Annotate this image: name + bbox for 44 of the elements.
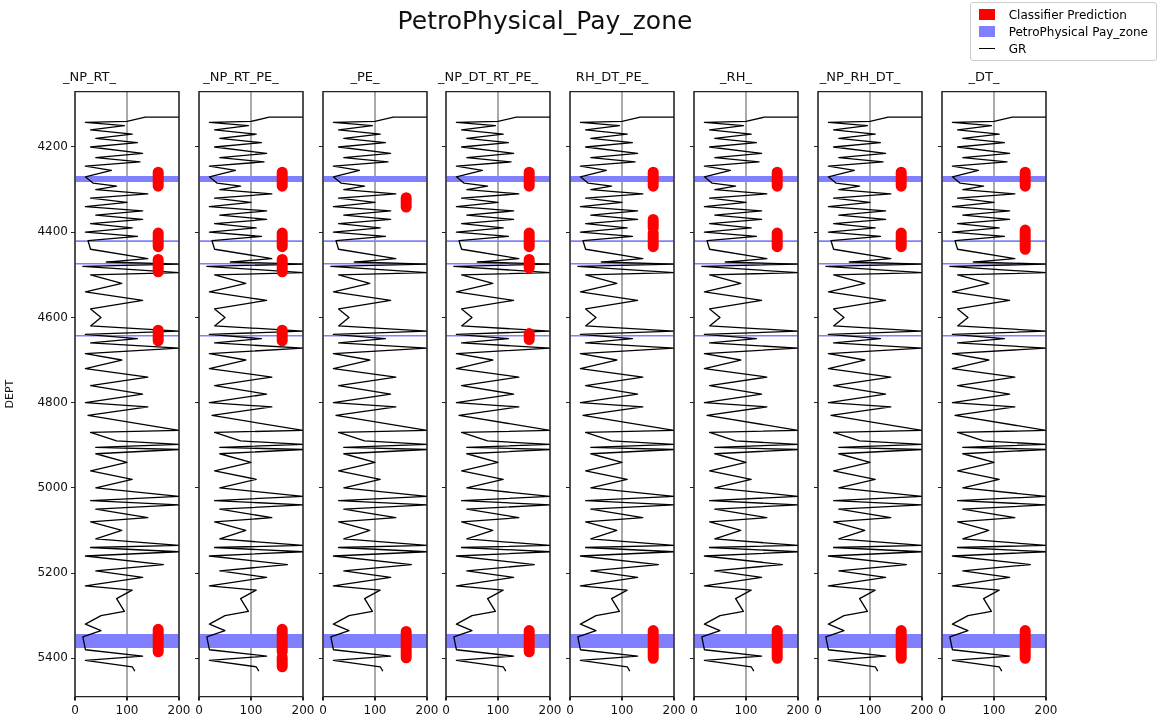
y-tick-label: 4800 [37,394,68,409]
x-tick-label: 100 [610,702,634,717]
x-tick-label: 0 [566,702,575,717]
x-tick-label: 100 [486,702,510,717]
y-axis-title: DEPT [3,379,17,409]
x-tick-label: 200 [910,702,934,717]
x-tick-label: 100 [982,702,1006,717]
x-tick-label: 0 [71,702,79,717]
y-tick-label: 5400 [37,650,68,665]
x-tick-label: 100 [734,702,758,717]
x-tick-label: 100 [363,702,387,717]
y-tick-label: 5200 [37,565,68,580]
chart-title: _NP_RH_DT_ [818,69,901,85]
x-tick-label: 100 [858,702,882,717]
x-tick-label: 0 [937,702,946,717]
x-tick-label: 0 [318,702,327,717]
x-tick-label: 0 [690,702,698,717]
x-tick-label: 0 [813,702,822,717]
y-tick-label: 5000 [37,479,68,494]
y-tick-label: 4600 [37,309,68,324]
chart-title: RH_DT_PE_ [576,69,649,85]
x-tick-label: 200 [662,702,686,717]
x-tick-label: 0 [194,702,203,717]
chart-title: _RH_ [719,69,753,85]
chart-title: _PE_ [349,69,380,85]
x-tick-label: 200 [167,702,191,717]
x-tick-label: 100 [115,702,139,717]
chart-title: _NP_RT_ [61,69,117,85]
x-tick-label: 200 [415,702,439,717]
x-tick-label: 200 [1034,702,1058,717]
chart-title: _DT_ [967,69,1000,85]
text: PetroPhysical_Pay_zone [397,6,693,35]
y-tick-label: 4200 [37,139,68,154]
x-tick-label: 200 [538,702,562,717]
x-tick-label: 200 [291,702,315,717]
legend-label: PetroPhysical Pay_zone [1008,24,1148,39]
chart-title: _NP_RT_PE_ [201,69,280,85]
x-tick-label: 100 [239,702,263,717]
legend-label: Classifier Prediction [1008,7,1127,22]
x-tick-label: 200 [786,702,810,717]
x-tick-label: 0 [442,702,451,717]
y-tick-label: 4400 [37,224,68,239]
legend-label: GR [1008,41,1027,56]
chart-title: _NP_DT_RT_PE_ [437,69,539,85]
